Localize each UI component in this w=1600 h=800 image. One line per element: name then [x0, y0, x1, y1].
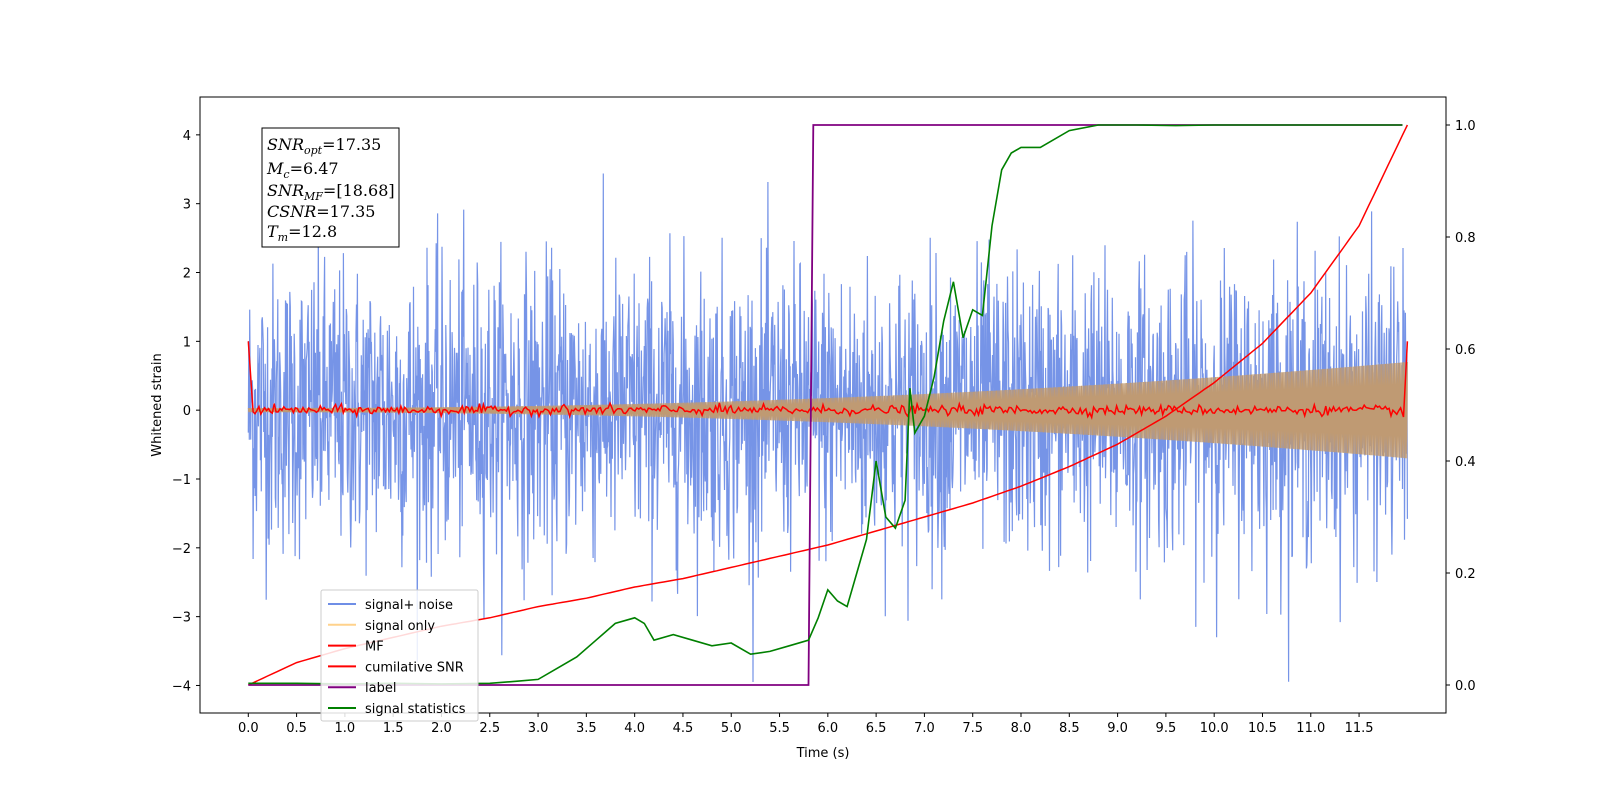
y2-tick-label: 0.4	[1455, 455, 1476, 470]
y-tick-label: 1	[183, 335, 191, 350]
series-mf	[247, 341, 1409, 420]
x-tick-label: 6.0	[817, 721, 838, 736]
y2-tick-label: 0.0	[1455, 679, 1476, 694]
stats-snr-opt: SNRopt=17.35	[267, 135, 381, 157]
stats-csnr: CSNR=17.35	[267, 202, 375, 221]
y2-tick-label: 0.2	[1455, 567, 1476, 582]
stats-snr-mf: SNRMF=[18.68]	[267, 181, 395, 203]
legend-label-text: label	[365, 681, 396, 696]
y-tick-label: 4	[183, 129, 191, 144]
y2-tick-label: 1.0	[1455, 119, 1476, 134]
legend-signal-only-text: signal only	[365, 619, 435, 634]
series-signal-only	[247, 361, 1408, 459]
x-tick-label: 7.5	[962, 721, 983, 736]
x-tick-label: 0.5	[286, 721, 307, 736]
x-tick-label: 2.0	[431, 721, 452, 736]
y-tick-label: −1	[172, 473, 191, 488]
legend: signal+ noise signal only MF cumilative SNR…	[320, 589, 479, 722]
y2-tick-label: 0.6	[1455, 343, 1476, 358]
legend-signal-noise-text: signal+ noise	[365, 598, 453, 613]
x-tick-label: 8.5	[1059, 721, 1080, 736]
x-tick-label: 2.5	[479, 721, 500, 736]
x-tick-label: 1.5	[383, 721, 404, 736]
stats-box: SNRopt=17.35 Mc=6.47 SNRMF=[18.68] CSNR=…	[261, 127, 400, 248]
y-axis-label: Whitened strain	[150, 353, 165, 456]
y-tick-label: −2	[172, 542, 191, 557]
y-tick-label: 3	[183, 198, 191, 213]
y2-tick-label: 0.8	[1455, 231, 1476, 246]
x-tick-label: 11.5	[1345, 721, 1374, 736]
x-tick-label: 9.0	[1107, 721, 1128, 736]
legend-cumulative-snr-text: cumilative SNR	[365, 660, 464, 675]
x-tick-label: 4.0	[624, 721, 645, 736]
x-tick-label: 5.0	[721, 721, 742, 736]
x-tick-label: 3.0	[528, 721, 549, 736]
x-axis-label: Time (s)	[796, 746, 850, 761]
plot-frame	[199, 96, 1447, 714]
x-tick-label: 4.5	[673, 721, 694, 736]
x-tick-label: 10.0	[1200, 721, 1229, 736]
legend-signal-statistics-text: signal statistics	[365, 702, 466, 717]
x-tick-label: 0.0	[238, 721, 259, 736]
y-tick-label: −3	[172, 611, 191, 626]
x-tick-label: 10.5	[1248, 721, 1277, 736]
x-tick-label: 7.0	[914, 721, 935, 736]
x-tick-label: 5.5	[769, 721, 790, 736]
series-signal-statistics	[248, 124, 1403, 685]
x-tick-label: 9.5	[1156, 721, 1177, 736]
x-tick-label: 6.5	[866, 721, 887, 736]
x-tick-label: 11.0	[1296, 721, 1325, 736]
y-tick-label: 0	[183, 404, 191, 419]
legend-mf-text: MF	[365, 640, 384, 655]
y-tick-label: −4	[172, 679, 191, 694]
y-tick-label: 2	[183, 267, 191, 282]
x-tick-label: 8.0	[1011, 721, 1032, 736]
x-tick-label: 1.0	[335, 721, 356, 736]
x-tick-label: 3.5	[576, 721, 597, 736]
stats-mc: Mc=6.47	[266, 159, 339, 181]
stats-tm: Tm=12.8	[267, 222, 337, 244]
